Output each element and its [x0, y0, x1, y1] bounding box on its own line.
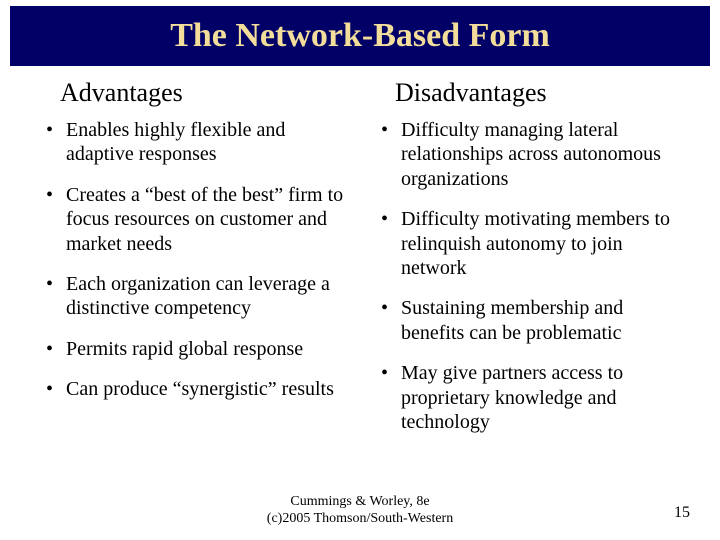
list-item: Permits rapid global response — [40, 337, 355, 361]
advantages-column: Advantages Enables highly flexible and a… — [40, 78, 365, 480]
advantages-list: Enables highly flexible and adaptive res… — [40, 118, 355, 402]
list-item: Can produce “synergistic” results — [40, 377, 355, 401]
list-item: Creates a “best of the best” firm to foc… — [40, 183, 355, 256]
disadvantages-list: Difficulty managing lateral relationship… — [375, 118, 690, 434]
advantages-heading: Advantages — [60, 78, 355, 108]
footer-line-1: Cummings & Worley, 8e — [0, 494, 720, 511]
disadvantages-heading: Disadvantages — [395, 78, 690, 108]
content-columns: Advantages Enables highly flexible and a… — [40, 78, 690, 480]
disadvantages-column: Disadvantages Difficulty managing latera… — [365, 78, 690, 480]
title-band: The Network-Based Form — [10, 6, 710, 66]
list-item: Difficulty managing lateral relationship… — [375, 118, 690, 191]
footer-line-2: (c)2005 Thomson/South-Western — [0, 511, 720, 528]
slide: The Network-Based Form Advantages Enable… — [0, 0, 720, 540]
list-item: Each organization can leverage a distinc… — [40, 272, 355, 321]
page-number: 15 — [674, 504, 690, 522]
list-item: Sustaining membership and benefits can b… — [375, 296, 690, 345]
list-item: May give partners access to proprietary … — [375, 361, 690, 434]
list-item: Difficulty motivating members to relinqu… — [375, 207, 690, 280]
slide-title: The Network-Based Form — [170, 17, 550, 55]
footer: Cummings & Worley, 8e (c)2005 Thomson/So… — [0, 494, 720, 528]
list-item: Enables highly flexible and adaptive res… — [40, 118, 355, 167]
